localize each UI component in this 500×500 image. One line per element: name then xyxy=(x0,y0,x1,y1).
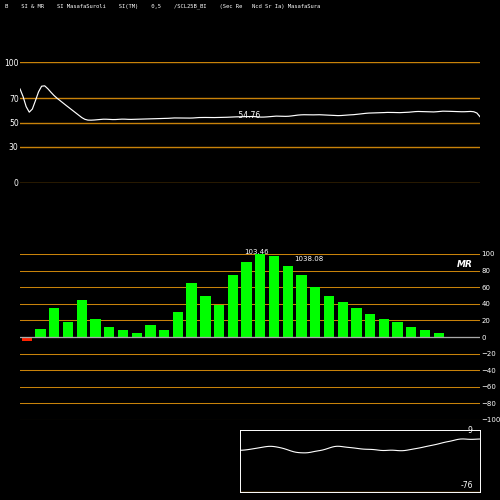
Bar xyxy=(392,322,403,337)
Bar xyxy=(104,327,115,337)
Bar xyxy=(324,296,334,337)
Text: 103.46: 103.46 xyxy=(244,249,268,255)
Bar xyxy=(132,333,142,337)
Bar xyxy=(118,330,128,337)
Bar xyxy=(90,318,101,337)
Text: 1038.08: 1038.08 xyxy=(294,256,324,262)
Bar xyxy=(49,308,59,337)
Bar xyxy=(214,306,224,337)
Bar xyxy=(352,308,362,337)
Bar xyxy=(63,322,73,337)
Bar xyxy=(282,266,293,337)
Bar xyxy=(200,296,210,337)
Bar xyxy=(406,327,416,337)
Bar xyxy=(146,324,156,337)
Bar xyxy=(159,330,170,337)
Bar xyxy=(76,300,87,337)
Bar xyxy=(22,337,32,341)
Text: -76: -76 xyxy=(460,481,473,490)
Text: 54.76: 54.76 xyxy=(236,110,260,120)
Bar xyxy=(255,252,266,337)
Bar xyxy=(296,275,306,337)
Bar xyxy=(338,302,348,337)
Bar xyxy=(228,275,238,337)
Bar xyxy=(269,256,279,337)
Text: MR: MR xyxy=(458,260,473,269)
Bar xyxy=(420,330,430,337)
Bar xyxy=(378,318,389,337)
Bar xyxy=(310,287,320,337)
Text: 9: 9 xyxy=(468,426,473,435)
Bar xyxy=(173,312,183,337)
Bar xyxy=(434,333,444,337)
Bar xyxy=(186,283,197,337)
Text: B    SI & MR    SI MasafaSuroli    SI(TM)    0,5    /SCL25B_BI    (Sec Re   Ncd : B SI & MR SI MasafaSuroli SI(TM) 0,5 /SC… xyxy=(5,4,320,9)
Bar xyxy=(242,262,252,337)
Bar xyxy=(36,328,46,337)
Bar xyxy=(365,314,376,337)
